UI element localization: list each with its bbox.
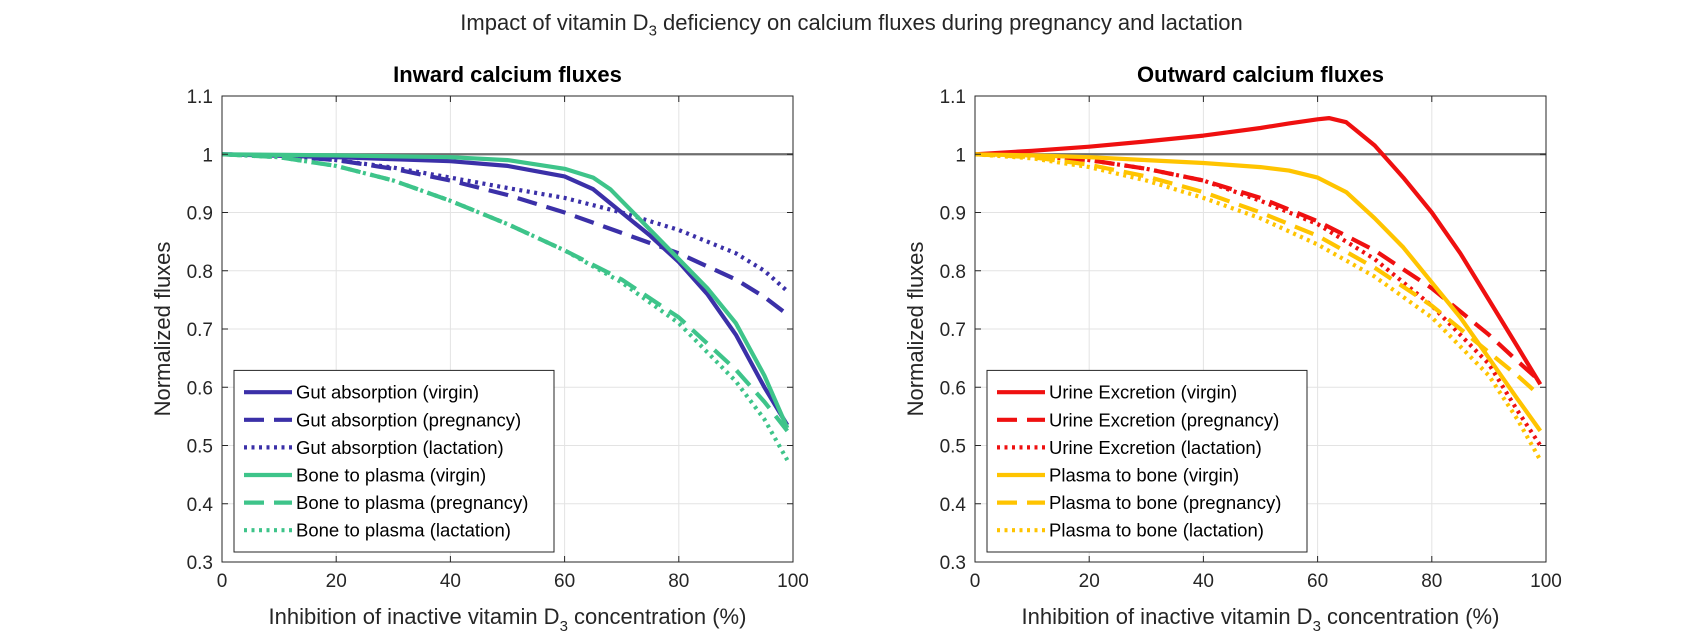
legend-label: Urine Excretion (virgin) (1049, 382, 1237, 403)
x-tick-label: 20 (326, 571, 347, 592)
x-tick-label: 40 (440, 571, 461, 592)
legend-label: Plasma to bone (pregnancy) (1049, 492, 1281, 513)
panel-title: Outward calcium fluxes (1137, 62, 1384, 87)
figure-title-main: Impact of vitamin D (460, 10, 649, 35)
legend-label: Gut absorption (pregnancy) (296, 409, 521, 430)
y-tick-label: 0.6 (940, 378, 966, 399)
legend-box (233, 369, 555, 553)
series-line-bone-to-plasma-lactation (221, 152, 790, 462)
legend-label: Bone to plasma (pregnancy) (296, 492, 528, 513)
x-tick-label: 0 (970, 571, 981, 592)
legend: Urine Excretion (virgin) Urine Excretion … (986, 369, 1308, 553)
y-axis-label: Normalized fluxes (150, 242, 175, 417)
series-line-bone-to-plasma-virgin (221, 152, 790, 429)
series-line-gut-absorption-lactation (221, 152, 789, 293)
series-line-plasma-to-bone-lactation (974, 152, 1543, 462)
legend-label: Urine Excretion (pregnancy) (1049, 409, 1279, 430)
y-tick-label: 0.7 (940, 320, 966, 341)
y-tick-label: 0.4 (187, 495, 214, 516)
x-tick-label: 100 (777, 571, 809, 592)
x-tick-label: 0 (217, 571, 228, 592)
y-tick-label: 1 (955, 145, 966, 166)
y-tick-label: 1 (202, 145, 213, 166)
y-tick-label: 0.9 (940, 204, 966, 225)
series-line-urine-excretion-pregnancy (974, 152, 1542, 383)
series-line-plasma-to-bone-pregnancy (974, 152, 1542, 398)
series-line-plasma-to-bone-virgin (974, 152, 1543, 433)
figure-title-subscript: 3 (648, 22, 657, 40)
x-tick-label: 80 (668, 571, 689, 592)
x-tick-label: 100 (1530, 571, 1562, 592)
figure-title-rest: deficiency on calcium fluxes during preg… (656, 10, 1243, 35)
legend: Gut absorption (virgin) Gut absorption (p… (233, 369, 555, 553)
y-tick-label: 0.5 (187, 437, 213, 458)
y-tick-label: 0.3 (940, 553, 966, 574)
y-tick-label: 0.6 (187, 378, 213, 399)
legend-label: Gut absorption (lactation) (296, 437, 504, 458)
x-axis-label: Inhibition of inactive vitamin D3 concen… (1022, 604, 1500, 635)
legend-label: Urine Excretion (lactation) (1049, 437, 1262, 458)
y-tick-label: 0.4 (940, 495, 967, 516)
x-axis-label: Inhibition of inactive vitamin D3 concen… (269, 604, 747, 635)
y-tick-label: 0.9 (187, 204, 213, 225)
x-tick-label: 60 (1307, 571, 1328, 592)
legend-label: Plasma to bone (virgin) (1049, 465, 1239, 486)
series-line-urine-excretion-virgin (974, 115, 1543, 386)
y-tick-label: 0.7 (187, 320, 213, 341)
x-tick-label: 20 (1079, 571, 1100, 592)
inward-flux-panel: 0 20 40 60 80 100 0.3 0.4 0.5 0.6 0.7 0.8 0.9 1 1.1 Inw… (150, 62, 809, 635)
figure-title: Impact of vitamin D3 deficiency on calci… (0, 10, 1703, 39)
y-tick-label: 1.1 (940, 87, 966, 108)
legend-label: Gut absorption (virgin) (296, 382, 479, 403)
y-tick-label: 0.5 (940, 437, 966, 458)
outward-flux-panel: 0 20 40 60 80 100 0.3 0.4 0.5 0.6 0.7 0.8 0.9 1 1.1 Out… (903, 62, 1562, 635)
legend-label: Bone to plasma (lactation) (296, 520, 511, 541)
y-tick-label: 0.8 (940, 262, 966, 283)
series-line-gut-absorption-pregnancy (221, 152, 789, 317)
series-line-gut-absorption-virgin (221, 152, 790, 427)
legend-label: Bone to plasma (virgin) (296, 465, 486, 486)
x-tick-label: 40 (1193, 571, 1214, 592)
legend-box (986, 369, 1308, 553)
legend-label: Plasma to bone (lactation) (1049, 520, 1264, 541)
x-tick-label: 60 (554, 571, 575, 592)
y-tick-label: 0.3 (187, 553, 213, 574)
y-axis-label: Normalized fluxes (903, 242, 928, 417)
x-tick-label: 80 (1421, 571, 1442, 592)
y-tick-label: 0.8 (187, 262, 213, 283)
y-tick-label: 1.1 (187, 87, 213, 108)
panel-title: Inward calcium fluxes (393, 62, 622, 87)
